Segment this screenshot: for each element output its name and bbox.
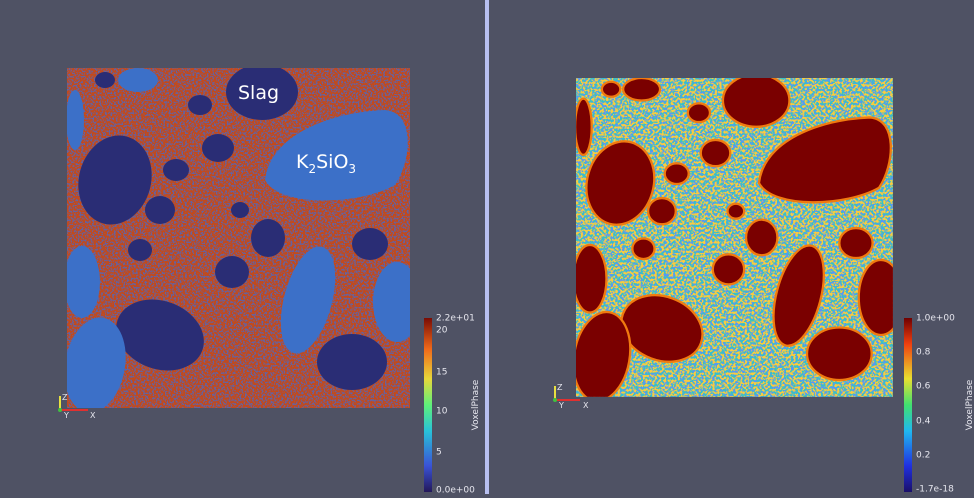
colorbar-tick: 5 <box>436 448 442 458</box>
label-slag: Slag <box>238 82 279 104</box>
axis-label: X <box>583 401 589 410</box>
colorbar-title: VoxelPhase <box>965 379 974 430</box>
colorbar-tick: 0.6 <box>916 382 931 392</box>
colorbar-tick: 15 <box>436 368 447 378</box>
colorbar-title: VoxelPhase <box>471 379 481 430</box>
colorbar-tick: 0.4 <box>916 417 931 427</box>
colorbar-tick: 0.2 <box>916 451 930 461</box>
axis-label: Y <box>63 411 69 420</box>
colorbar-tick: 2.2e+01 <box>436 314 475 324</box>
screen: Slag K2SiO3 2.2e+01 20 15 10 5 0.0e+00 V… <box>0 0 974 494</box>
view-divider <box>485 0 489 494</box>
colorbar-tick: 10 <box>436 407 448 417</box>
axis-label: Z <box>557 383 563 392</box>
colorbar-tick: 0.0e+00 <box>436 486 475 495</box>
right-render <box>567 74 903 406</box>
body: Slag K2SiO3 2.2e+01 20 15 10 5 0.0e+00 V… <box>0 0 974 494</box>
left-render <box>57 64 421 417</box>
page: {"left_view": {"labels": {"slag": "Slag"… <box>0 0 974 494</box>
axis-label: X <box>90 411 96 420</box>
axis-label: Z <box>62 393 68 402</box>
colorbar-tick: -1.7e-18 <box>916 485 954 495</box>
colorbar-tick: 0.8 <box>916 348 931 358</box>
colorbar-tick: 1.0e+00 <box>916 314 955 324</box>
colorbar-tick: 20 <box>436 326 448 336</box>
label-k2sio3: K2SiO3 <box>296 151 356 176</box>
axis-label: Y <box>558 401 564 410</box>
